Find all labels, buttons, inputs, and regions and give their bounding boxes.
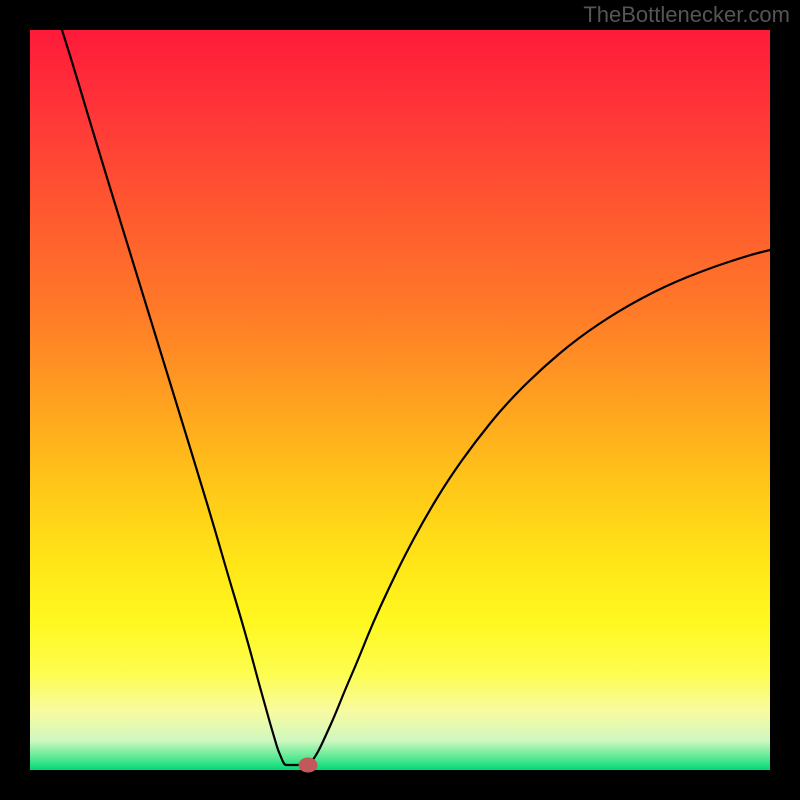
bottleneck-chart	[0, 0, 800, 800]
chart-svg	[0, 0, 800, 800]
chart-background	[30, 30, 770, 770]
optimal-point-marker	[299, 758, 317, 772]
watermark-text: TheBottlenecker.com	[583, 2, 790, 28]
